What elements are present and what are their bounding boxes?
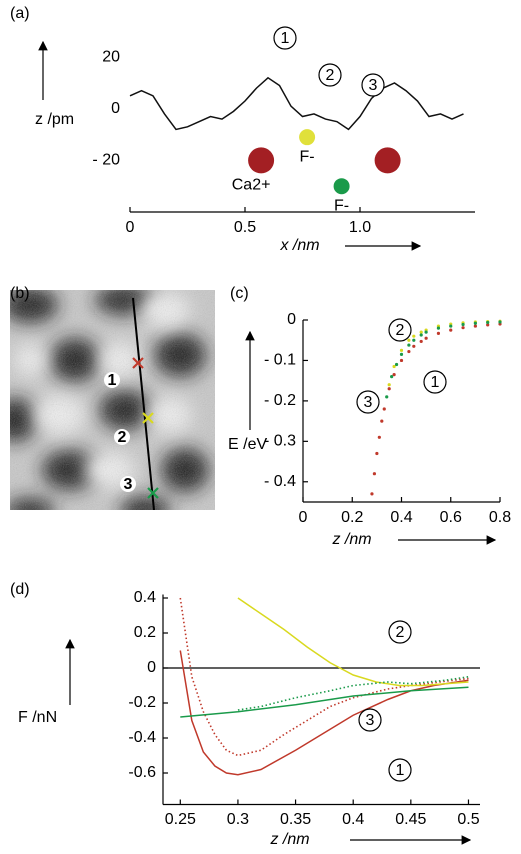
y-tick-label: - 0.1 — [264, 352, 296, 369]
data-point — [370, 492, 373, 495]
x-tick-label: 0.25 — [165, 811, 196, 828]
x-axis-label: x /nm — [279, 237, 319, 254]
x-tick-label: 0.4 — [390, 509, 412, 526]
data-point — [390, 375, 393, 378]
annotation: 1 — [396, 762, 405, 779]
x-tick-label: 0.35 — [280, 811, 311, 828]
x-tick-label: 0.5 — [234, 219, 256, 236]
x-axis-label: z /nm — [331, 531, 371, 548]
y-tick-label: 0 — [147, 659, 156, 676]
data-point — [385, 395, 388, 398]
x-tick-label: 0.4 — [342, 811, 364, 828]
panel-label: (d) — [10, 581, 30, 598]
data-point — [412, 345, 415, 348]
data-point — [378, 436, 381, 439]
panel-label: (c) — [230, 285, 249, 302]
data-point — [486, 321, 489, 324]
marker-label: 1 — [108, 372, 117, 389]
data-point — [393, 373, 396, 376]
data-line — [238, 677, 469, 710]
data-point — [248, 147, 274, 173]
data-point — [437, 332, 440, 335]
y-tick-label: -0.2 — [128, 694, 156, 711]
point-label: F- — [334, 197, 349, 214]
data-point — [400, 353, 403, 356]
data-point — [395, 363, 398, 366]
y-tick-label: 0.2 — [134, 624, 156, 641]
data-line — [130, 78, 464, 130]
x-tick-label: 1.0 — [349, 219, 371, 236]
data-point — [375, 147, 401, 173]
data-point — [407, 339, 410, 342]
data-point — [412, 339, 415, 342]
data-point — [425, 331, 428, 334]
annotation: 1 — [431, 374, 440, 391]
data-point — [407, 343, 410, 346]
marker-label: 2 — [118, 429, 127, 446]
annotation: 2 — [396, 322, 405, 339]
data-point — [380, 420, 383, 423]
data-point — [461, 323, 464, 326]
point-label: Ca2+ — [232, 177, 271, 194]
annotation: 3 — [369, 77, 378, 94]
data-point — [498, 320, 501, 323]
afm-image — [0, 285, 215, 524]
y-axis-label: z /pm — [35, 111, 74, 128]
data-point — [474, 324, 477, 327]
panel-label: (a) — [10, 5, 30, 22]
y-tick-label: -0.6 — [128, 764, 156, 781]
y-tick-label: -0.4 — [128, 729, 156, 746]
data-line — [238, 598, 469, 686]
annotation: 2 — [326, 67, 335, 84]
annotation: 2 — [396, 624, 405, 641]
y-tick-label: 0 — [111, 100, 120, 117]
y-tick-label: - 0.3 — [264, 433, 296, 450]
data-point — [383, 407, 386, 410]
y-axis-label: F /nN — [18, 709, 57, 726]
data-point — [375, 452, 378, 455]
figure: (a)00.51.0200- 20x /nmz /pmCa2+F-F-123(c… — [0, 0, 521, 854]
x-tick-label: 0.6 — [440, 509, 462, 526]
panel-label: (b) — [10, 285, 30, 302]
data-point — [299, 129, 315, 145]
y-tick-label: 20 — [102, 48, 120, 65]
data-point — [449, 324, 452, 327]
x-tick-label: 0.5 — [457, 811, 479, 828]
data-point — [437, 326, 440, 329]
y-axis-label: E /eV — [228, 436, 267, 453]
data-point — [334, 178, 350, 194]
data-point — [449, 329, 452, 332]
x-tick-label: 0.45 — [395, 811, 426, 828]
x-tick-label: 0.2 — [341, 509, 363, 526]
data-point — [373, 472, 376, 475]
x-tick-label: 0.8 — [489, 509, 511, 526]
y-tick-label: 0.4 — [134, 589, 156, 606]
data-point — [412, 335, 415, 338]
data-point — [388, 387, 391, 390]
marker-label: 3 — [124, 476, 133, 493]
data-point — [393, 365, 396, 368]
data-point — [400, 349, 403, 352]
x-axis-label: z /nm — [269, 831, 309, 848]
data-point — [388, 383, 391, 386]
data-point — [425, 337, 428, 340]
data-point — [461, 326, 464, 329]
data-point — [474, 322, 477, 325]
annotation: 3 — [366, 712, 375, 729]
y-tick-label: - 0.2 — [264, 392, 296, 409]
y-tick-label: - 20 — [92, 152, 120, 169]
data-point — [420, 333, 423, 336]
x-tick-label: 0.3 — [227, 811, 249, 828]
x-tick-label: 0 — [126, 219, 135, 236]
y-tick-label: 0 — [287, 311, 296, 328]
point-label: F- — [300, 148, 315, 165]
annotation: 3 — [364, 394, 373, 411]
y-tick-label: - 0.4 — [264, 473, 296, 490]
data-point — [420, 340, 423, 343]
x-tick-label: 0 — [299, 509, 308, 526]
annotation: 1 — [281, 30, 290, 47]
data-point — [400, 359, 403, 362]
data-point — [407, 350, 410, 353]
data-point — [420, 331, 423, 334]
